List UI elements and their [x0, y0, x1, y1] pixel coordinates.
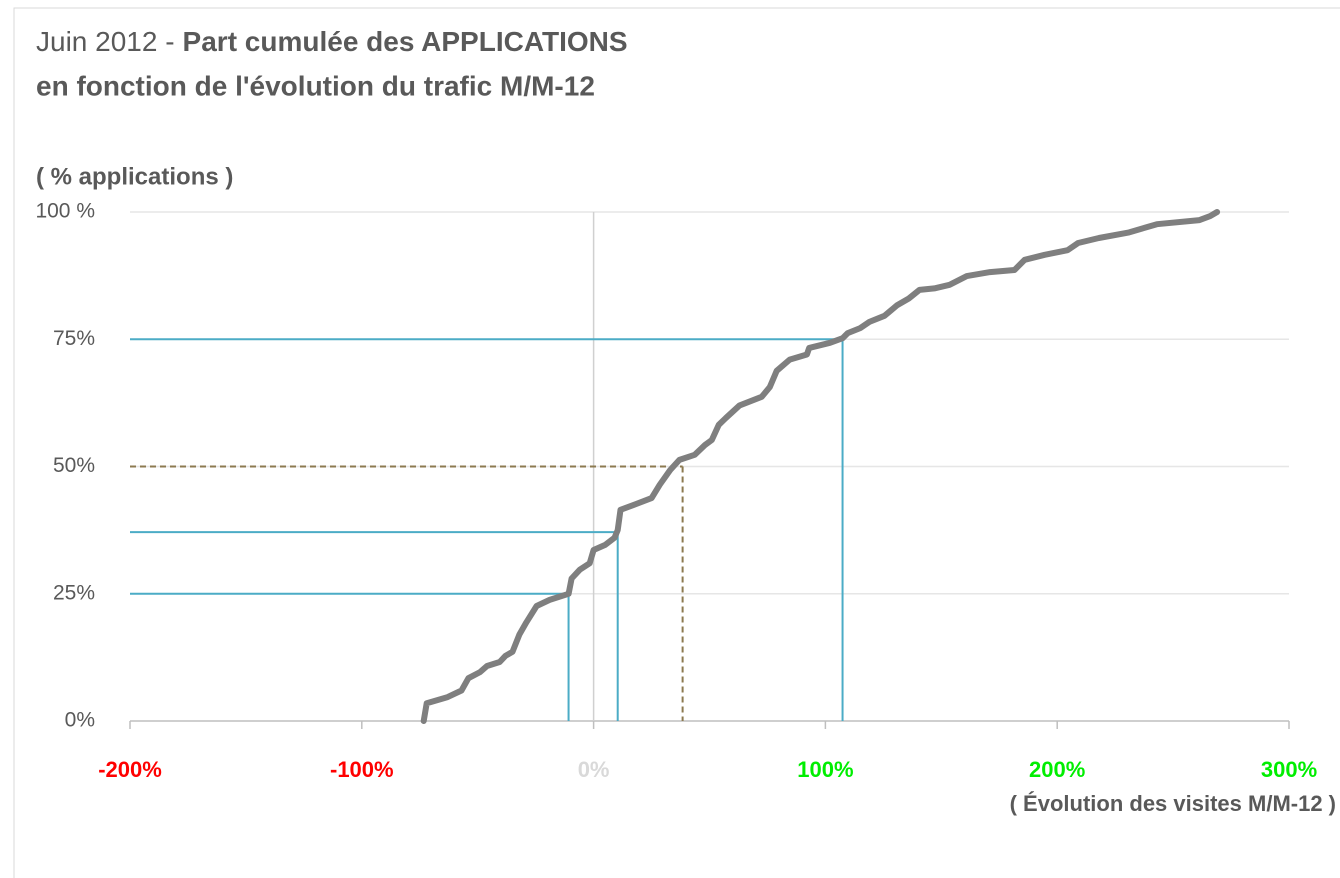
chart-frame	[13, 7, 1340, 878]
x-tick-label: 100%	[797, 757, 853, 782]
x-tick-label: -200%	[98, 757, 162, 782]
data-line	[420, 209, 1221, 724]
x-tick-label: 300%	[1261, 757, 1317, 782]
chart-title: Juin 2012 - Part cumulée des APPLICATIONS	[36, 26, 628, 57]
chart-subtitle: en fonction de l'évolution du trafic M/M…	[36, 70, 595, 101]
y-tick-label: 50%	[53, 454, 95, 477]
x-tick-label: 200%	[1029, 757, 1085, 782]
x-axis-label: ( Évolution des visites M/M-12 )	[1010, 791, 1336, 816]
x-tick-label: 0%	[578, 757, 610, 782]
y-tick-label: 25%	[53, 581, 95, 604]
title-prefix: Juin 2012 -	[36, 26, 175, 57]
y-tick-label: 100 %	[35, 200, 95, 223]
y-axis-label: ( % applications )	[36, 163, 233, 190]
title-main: Part cumulée des APPLICATIONS	[183, 26, 628, 57]
y-tick-label: 75%	[53, 327, 95, 350]
y-tick-label: 0%	[65, 709, 95, 732]
x-tick-label: -100%	[330, 757, 394, 782]
